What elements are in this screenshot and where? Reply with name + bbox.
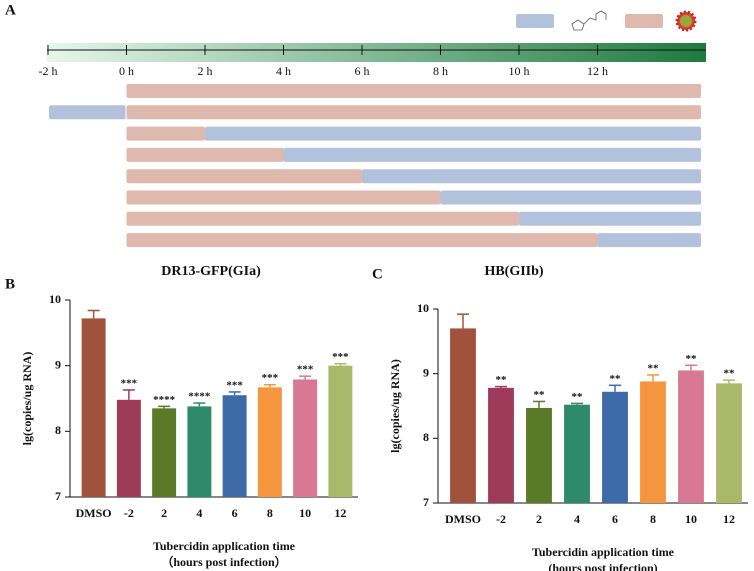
x-tick-label: 8 — [650, 512, 656, 526]
y-tick-label: 9 — [55, 357, 61, 371]
y-axis-label: lg(copies/ug RNA) — [20, 352, 34, 446]
panel-label: A — [5, 2, 16, 18]
drug-period — [49, 105, 126, 120]
significance-label: ** — [648, 362, 660, 374]
bar — [81, 318, 106, 497]
bar — [293, 379, 318, 497]
bar — [640, 381, 666, 503]
bar — [187, 406, 212, 497]
y-tick-label: 9 — [423, 365, 429, 379]
virus-period — [126, 190, 441, 205]
bar — [450, 328, 476, 503]
bar — [602, 391, 628, 503]
drug-period — [597, 233, 701, 248]
y-tick-label: 10 — [417, 301, 429, 315]
y-tick-label: 8 — [423, 430, 429, 444]
timeline-label: 8 h — [433, 64, 448, 78]
significance-label: *** — [297, 364, 314, 376]
virus-period — [126, 147, 284, 162]
drug-period — [362, 169, 701, 184]
x-tick-label: DMSO — [76, 506, 112, 520]
drug-period — [440, 190, 701, 205]
significance-label: ** — [496, 374, 508, 386]
bar — [257, 387, 282, 497]
virus-period — [126, 105, 701, 120]
bar — [526, 407, 552, 503]
x-axis-label: (hours post infection) — [548, 561, 657, 571]
x-tick-label: -2 — [496, 512, 506, 526]
x-tick-label: 6 — [232, 506, 238, 520]
x-tick-label: 6 — [612, 512, 618, 526]
chart-title: DR13-GFP(GIa) — [161, 264, 261, 279]
bar — [152, 408, 177, 497]
bar — [116, 399, 141, 497]
y-axis-label: lg(copies/ug RNA) — [388, 359, 402, 453]
significance-label: ** — [572, 391, 584, 403]
x-tick-label: 8 — [267, 506, 273, 520]
bar — [564, 404, 590, 503]
x-axis-label: Tubercidin application time — [153, 539, 296, 553]
x-tick-label: 4 — [196, 506, 202, 520]
y-tick-label: 7 — [55, 489, 61, 503]
significance-label: *** — [332, 351, 349, 363]
significance-label: ** — [686, 353, 698, 365]
x-tick-label: 2 — [161, 506, 167, 520]
panel-label: B — [5, 276, 15, 292]
significance-label: ** — [534, 389, 546, 401]
bar — [488, 387, 514, 503]
timeline-label: 0 h — [119, 64, 134, 78]
x-tick-label: 4 — [574, 512, 580, 526]
x-tick-label: 12 — [723, 512, 735, 526]
panel-label: C — [372, 266, 383, 282]
x-tick-label: 10 — [299, 506, 311, 520]
y-tick-label: 8 — [55, 423, 61, 437]
y-tick-label: 10 — [49, 292, 61, 306]
bar — [716, 383, 742, 503]
x-tick-label: -2 — [124, 506, 134, 520]
x-axis-label: Tubercidin application time — [532, 545, 675, 559]
drug-period — [519, 211, 701, 226]
virus-period — [126, 84, 701, 98]
y-tick-label: 7 — [423, 495, 429, 509]
timeline-label: 12 h — [587, 64, 608, 78]
x-tick-label: DMSO — [445, 512, 481, 526]
drug-period — [205, 126, 701, 141]
significance-label: ** — [610, 373, 622, 385]
significance-label: *** — [262, 372, 279, 384]
significance-label: **** — [153, 394, 176, 406]
drug-period — [283, 147, 701, 162]
x-axis-label: （hours post infection） — [161, 554, 286, 569]
significance-label: **** — [188, 391, 211, 403]
virus-period — [126, 211, 519, 226]
x-tick-label: 10 — [685, 512, 697, 526]
timeline-label: 2 h — [198, 64, 213, 78]
timeline-label: 4 h — [276, 64, 291, 78]
bar — [678, 370, 704, 503]
virus-period — [126, 169, 362, 184]
virus-icon — [675, 10, 697, 32]
molecule-icon — [571, 10, 607, 31]
timeline-label: 6 h — [355, 64, 370, 78]
x-tick-label: 2 — [536, 512, 542, 526]
virus-period — [126, 233, 598, 248]
timeline-label: -2 h — [39, 64, 58, 78]
drug-legend — [516, 14, 554, 28]
significance-label: *** — [121, 377, 138, 389]
x-tick-label: 12 — [334, 506, 346, 520]
virus-period — [126, 126, 205, 141]
timeline-label: 10 h — [509, 64, 530, 78]
significance-label: ** — [724, 368, 736, 380]
virus-legend — [625, 14, 663, 28]
timeline-bar — [47, 43, 706, 62]
bar — [222, 395, 247, 497]
chart-title: HB(GIIb) — [484, 264, 543, 279]
bar — [328, 365, 353, 497]
significance-label: *** — [226, 379, 243, 391]
